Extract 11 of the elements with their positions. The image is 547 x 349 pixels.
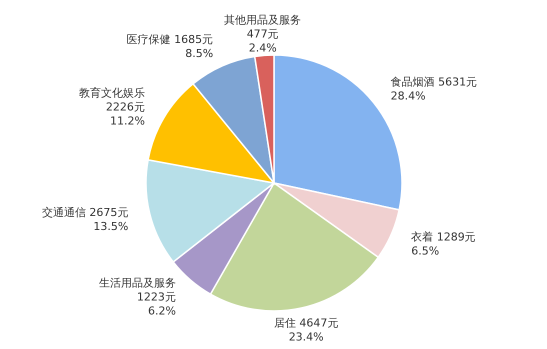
data-label: 2226元 11.2% (106, 100, 145, 128)
slice-label: 居住 4647元 23.4% (274, 316, 338, 344)
slice-label: 食品烟酒 5631元 28.4% (390, 76, 478, 103)
data-label: 1223元 6.2% (136, 290, 176, 318)
slice-label: 教育文化娱乐 (78, 86, 145, 100)
slice-label: 衣着 1289元 6.5% (411, 230, 476, 258)
data-label: 477元 2.4% (246, 27, 279, 54)
slice-label: 交通通信 2675元 13.5% (42, 206, 128, 233)
slice-label: 其他用品及服务 (224, 13, 302, 26)
slice-label: 生活用品及服务 (98, 276, 176, 290)
slice-label: 医疗保健 1685元 8.5% (126, 32, 214, 60)
